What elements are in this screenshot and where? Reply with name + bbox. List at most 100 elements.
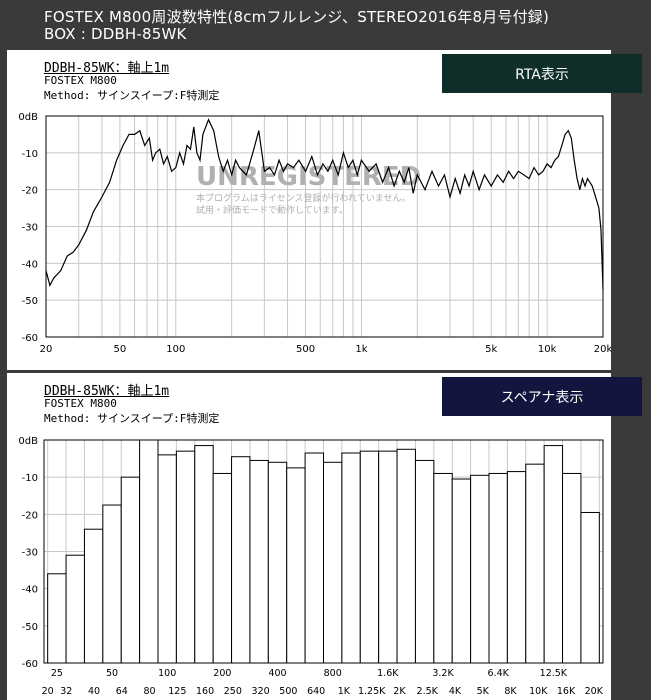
x-tick-label: 500 [296,344,315,355]
bar [323,461,343,664]
y-tick-label: -60 [22,333,38,344]
y-tick-label: -60 [22,659,38,670]
bar [120,476,141,664]
bar [304,452,325,664]
band-label: 8K [504,686,517,697]
y-tick-label: -10 [22,149,38,160]
bar [157,454,177,664]
spectrum-view-button[interactable]: スペアナ表示 [442,377,642,416]
band-label: 500 [279,686,297,697]
watermark-line: 試用・評価モードで動作しています。 [196,204,348,216]
bar [47,573,67,664]
band-label: 50 [106,668,118,679]
bar [451,478,472,664]
band-label: 6.4K [488,668,510,679]
spectrum-bar-chart: 0dB-10-20-30-40-50-60UNREGISTERED本プログラムは… [18,436,604,697]
y-tick-label: -40 [22,259,38,270]
y-tick-label: -30 [22,223,38,234]
x-tick-label: 50 [114,344,127,355]
bar [102,504,122,664]
spectrum-panel: DDBH-85WK：軸上1m FOSTEX M800 Method: サインスイ… [7,373,611,700]
bar [378,450,398,664]
watermark-line: 本プログラムはライセンス登録が行われていません。 [196,192,411,204]
bar [286,467,306,664]
band-label: 250 [224,686,242,697]
bar [267,461,288,664]
band-label: 16K [557,686,576,697]
measurement-method: Method: サインスイープ:F特測定 [44,412,220,425]
bar [83,528,104,664]
plot-frame [43,439,604,664]
bar [506,471,527,664]
band-label: 80 [144,686,156,697]
band-label: 160 [196,686,214,697]
measurement-title: DDBH-85WK：軸上1m [44,384,170,399]
rta-view-button[interactable]: RTA表示 [442,54,642,93]
bar [525,463,545,664]
bar [543,445,564,664]
bar [249,459,269,664]
bar [562,472,582,664]
bar [194,445,214,664]
bar [231,456,251,664]
band-label: 5K [477,686,490,697]
band-label: 100 [158,668,176,679]
y-tick-label: -30 [22,548,38,559]
y-tick-label: 0dB [18,112,38,123]
band-label: 25 [51,668,63,679]
bar [212,472,233,664]
band-label: 640 [307,686,325,697]
frequency-response-panel: DDBH-85WK：軸上1m FOSTEX M800 Method: サインスイ… [7,50,611,370]
band-label: 32 [60,686,72,697]
x-tick-label: 1k [355,344,367,355]
band-label: 3.2K [432,668,454,679]
x-tick-label: 20 [40,344,53,355]
bar [175,450,196,664]
band-label: 400 [268,668,286,679]
band-label: 2K [393,686,406,697]
response-line [45,118,604,290]
bar [341,452,361,664]
bar [488,472,508,664]
band-label: 20K [585,686,604,697]
bar [359,450,380,664]
x-tick-label: 20k [594,344,611,355]
bar [396,448,416,664]
band-label: 200 [213,668,231,679]
page-subtitle: BOX : DDBH-85WK [44,25,187,43]
y-tick-label: -50 [22,622,38,633]
band-label: 4K [449,686,462,697]
y-tick-label: -50 [22,296,38,307]
speaker-model: FOSTEX M800 [44,397,117,410]
band-label: 800 [324,668,342,679]
y-tick-label: -40 [22,585,38,596]
bar [470,474,490,664]
x-tick-label: 100 [166,344,185,355]
plot-frame [45,115,604,338]
measurement-title: DDBH-85WK：軸上1m [44,61,170,76]
bar [433,472,453,664]
x-tick-label: 10k [538,344,557,355]
band-label: 10K [529,686,548,697]
band-label: 12.5K [540,668,568,679]
speaker-model: FOSTEX M800 [44,74,117,87]
bar [414,459,435,664]
y-tick-label: -20 [22,510,38,521]
x-tick-label: 5k [485,344,497,355]
y-tick-label: -20 [22,186,38,197]
band-label: 40 [88,686,100,697]
page-title: FOSTEX M800周波数特性(8cmフルレンジ、STEREO2016年8月号… [44,8,550,26]
band-label: 125 [168,686,186,697]
band-label: 320 [252,686,270,697]
band-label: 2.5K [417,686,439,697]
measurement-method: Method: サインスイープ:F特測定 [44,89,220,102]
y-tick-label: 0dB [18,436,38,447]
band-label: 1K [338,686,351,697]
band-label: 64 [116,686,128,697]
y-tick-label: -10 [22,473,38,484]
band-label: 1.25K [358,686,386,697]
band-label: 20 [42,686,54,697]
bar [580,511,600,664]
band-label: 1.6K [377,668,399,679]
